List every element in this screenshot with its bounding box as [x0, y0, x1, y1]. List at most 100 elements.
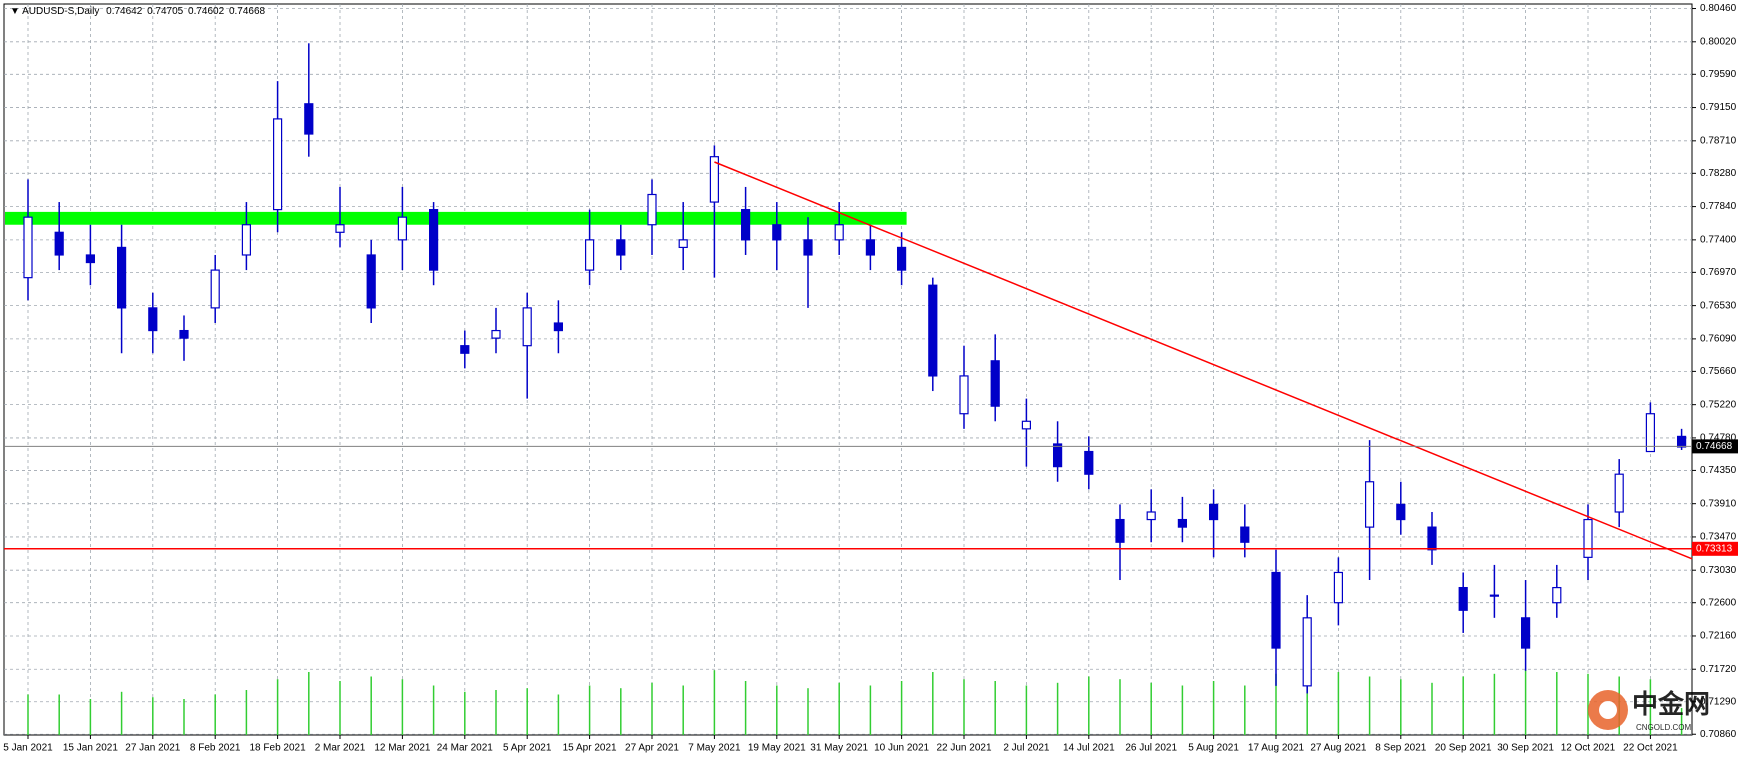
watermark: 中金网 CNGOLD.COM	[1588, 689, 1710, 732]
zone	[5, 211, 907, 225]
candle-body	[584, 239, 595, 271]
candle-body	[1458, 586, 1468, 611]
logo-inner	[1599, 701, 1617, 719]
candle-body	[1302, 617, 1312, 687]
y-tick-label: 0.71290	[1700, 696, 1737, 707]
candle-body	[1271, 571, 1281, 649]
y-tick-label: 0.76090	[1700, 334, 1737, 345]
x-tick-label: 22 Oct 2021	[1623, 743, 1678, 754]
y-tick-label: 0.79590	[1700, 69, 1737, 80]
candle-body	[959, 375, 969, 415]
x-tick-label: 5 Aug 2021	[1188, 743, 1239, 754]
y-tick-label: 0.75220	[1700, 399, 1737, 410]
watermark-site: CNGOLD.COM	[1636, 723, 1691, 732]
candle-body	[1583, 518, 1593, 558]
candle-body	[1676, 435, 1687, 448]
x-tick-label: 8 Feb 2021	[190, 743, 241, 754]
x-tick-label: 27 Apr 2021	[625, 743, 679, 754]
candle-body	[865, 239, 876, 256]
y-tick-label: 0.72160	[1700, 631, 1737, 642]
x-tick-label: 2 Jul 2021	[1003, 743, 1050, 754]
candle-body	[1520, 617, 1531, 649]
x-tick-label: 27 Aug 2021	[1310, 743, 1367, 754]
header-arrow: ▼	[10, 6, 22, 17]
candle-body	[772, 224, 782, 241]
candle-body	[1177, 518, 1188, 528]
candle-body	[210, 269, 220, 309]
y-tick-label: 0.72600	[1700, 597, 1737, 608]
x-tick-label: 5 Apr 2021	[503, 743, 552, 754]
candle-body	[23, 216, 33, 279]
candle-body	[1052, 443, 1063, 468]
candle-body	[803, 239, 813, 256]
y-tick-label: 0.76970	[1700, 267, 1737, 278]
candle-body	[553, 322, 564, 332]
candle-body	[1084, 450, 1094, 475]
y-tick-label: 0.70860	[1700, 729, 1737, 740]
grid	[4, 4, 1692, 735]
candle-body	[1427, 526, 1437, 551]
support-label: 0.73313	[1696, 543, 1733, 554]
candle-body	[834, 224, 844, 241]
x-tick-label: 7 May 2021	[688, 743, 741, 754]
candle-body	[616, 239, 626, 256]
candle-body	[116, 246, 127, 309]
candle-body	[1208, 503, 1219, 521]
candle-body	[678, 239, 688, 249]
y-tick-label: 0.73910	[1700, 498, 1737, 509]
x-tick-label: 12 Mar 2021	[374, 743, 431, 754]
x-tick-label: 14 Jul 2021	[1063, 743, 1115, 754]
candle-body	[1396, 503, 1406, 521]
candle-body	[1645, 413, 1656, 453]
low: 0.74602	[188, 6, 225, 17]
candle-body	[522, 307, 532, 347]
x-tick-label: 15 Jan 2021	[63, 743, 118, 754]
x-tick-label: 12 Oct 2021	[1561, 743, 1616, 754]
high: 0.74705	[147, 6, 184, 17]
support-label-box	[1692, 541, 1738, 556]
x-tick-label: 26 Jul 2021	[1125, 743, 1177, 754]
current-price-box	[1692, 439, 1738, 454]
x-tick-label: 5 Jan 2021	[3, 743, 53, 754]
header: ▼ AUDUSD-S,Daily 0.74642 0.74705 0.74602…	[10, 6, 266, 17]
y-tick-label: 0.71720	[1700, 664, 1737, 675]
y-tick-label: 0.74350	[1700, 465, 1737, 476]
y-tick-label: 0.80020	[1700, 36, 1737, 47]
x-tick-label: 10 Jun 2021	[874, 743, 929, 754]
marks	[4, 43, 1693, 735]
candle-body	[148, 307, 158, 332]
x-tick-label: 20 Sep 2021	[1435, 743, 1492, 754]
y-tick-label: 0.79150	[1700, 102, 1737, 113]
candle-body	[460, 345, 470, 354]
candle-body	[85, 254, 96, 264]
candle-body	[1364, 481, 1375, 528]
candle-body	[740, 209, 751, 241]
x-tick-label: 15 Apr 2021	[563, 743, 617, 754]
candle-body	[1614, 473, 1624, 513]
watermark-name: 中金网	[1632, 689, 1710, 719]
candle-body	[54, 231, 64, 256]
candle-body	[990, 360, 1000, 407]
candle-body	[1146, 511, 1156, 521]
close: 0.74668	[229, 6, 266, 17]
y-tick-label: 0.78710	[1700, 135, 1737, 146]
candle-body	[1333, 571, 1344, 604]
open: 0.74642	[106, 6, 143, 17]
plot-frame	[3, 3, 1693, 736]
candle-body	[429, 209, 439, 271]
y-tick-label: 0.78280	[1700, 168, 1737, 179]
y-tick-label: 0.73470	[1700, 532, 1737, 543]
candle-body	[1489, 594, 1500, 597]
candle-body	[709, 156, 720, 203]
candle-body	[1115, 518, 1125, 543]
candle-body	[491, 329, 501, 339]
candle-body	[1240, 526, 1250, 543]
symbol: AUDUSD-S,Daily	[22, 6, 99, 17]
y-tick-label: 0.80460	[1700, 3, 1737, 14]
x-tick-label: 8 Sep 2021	[1375, 743, 1427, 754]
candle-body	[366, 254, 376, 309]
candle-body	[1021, 420, 1032, 430]
x-tick-label: 19 May 2021	[748, 743, 806, 754]
x-tick-label: 24 Mar 2021	[437, 743, 494, 754]
